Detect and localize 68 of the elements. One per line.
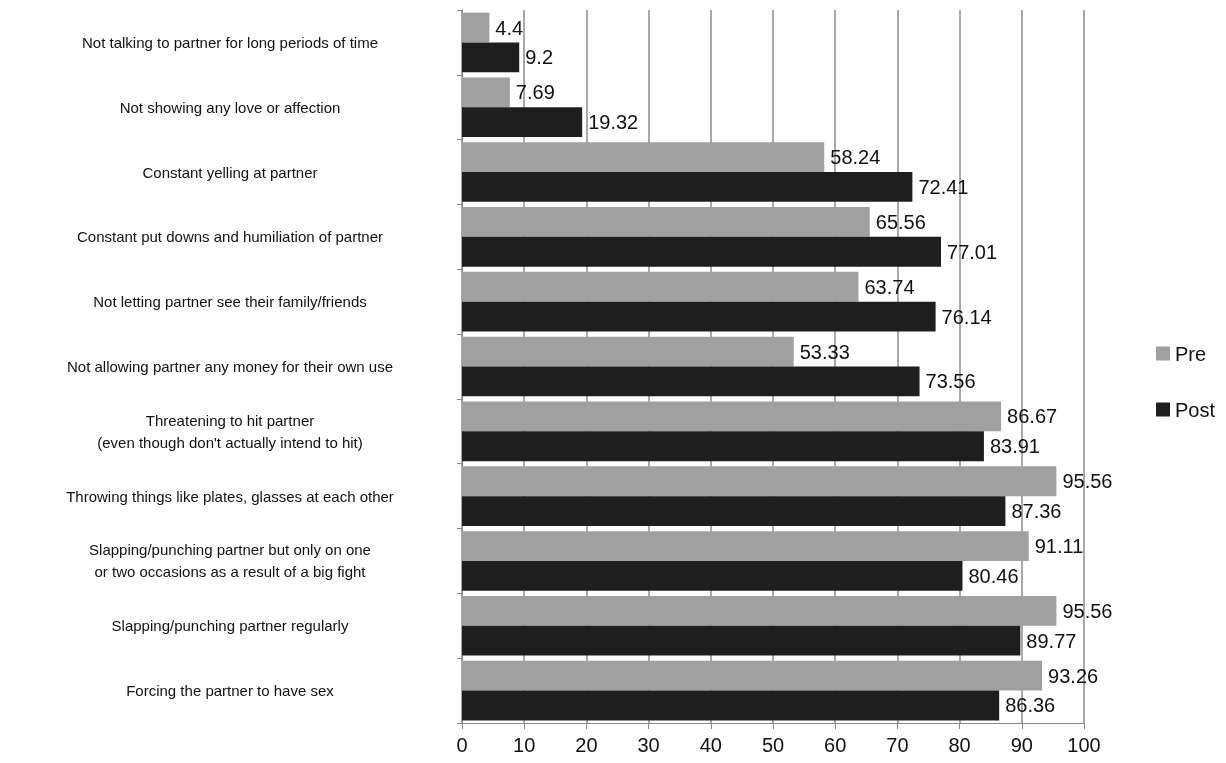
bar [462, 77, 510, 108]
data-label: 86.36 [1005, 694, 1056, 717]
y-tick-label: Not allowing partner any money for their own use [66, 358, 394, 375]
bar [462, 236, 941, 267]
data-label: 72.41 [918, 175, 969, 198]
data-label: 7.69 [515, 81, 555, 104]
y-tick-label: Forcing the partner to have sex [126, 682, 335, 700]
bar [462, 595, 1057, 626]
bar [462, 366, 920, 397]
data-label: 87.36 [1011, 500, 1062, 523]
bar [462, 172, 913, 202]
data-label: 95.56 [1062, 599, 1113, 622]
data-label: 77.01 [947, 240, 998, 263]
x-tick-label: 0 [456, 734, 468, 756]
y-tick-label: Constant put downs and humiliation of partner [76, 228, 384, 246]
data-label: 63.74 [864, 275, 915, 298]
bar [462, 336, 794, 367]
x-tick-label: 80 [948, 734, 971, 756]
bar [462, 12, 490, 43]
data-label: 53.33 [799, 340, 850, 363]
x-tick-label: 60 [824, 734, 847, 756]
y-tick-label: Threatening to hit partner (even though don't actually intend to hit) [97, 411, 363, 451]
y-tick-label: Slapping/punching partner but only on one or two occasions as a result of a big fight [89, 541, 371, 581]
data-label: 73.56 [925, 370, 976, 393]
x-tick-label: 20 [575, 734, 598, 756]
data-label: 86.67 [1007, 405, 1058, 428]
data-label: 19.32 [588, 111, 639, 134]
data-label: 58.24 [830, 146, 881, 169]
data-label: 91.11 [1034, 535, 1084, 558]
bar [462, 660, 1043, 691]
y-tick-label: Not letting partner see their family/friends [93, 293, 367, 311]
bar [462, 107, 583, 138]
legend-label: Pre [1174, 342, 1207, 365]
bar [462, 496, 1006, 526]
bar [462, 207, 870, 237]
bar [462, 142, 825, 173]
bar [462, 401, 1002, 432]
y-tick-label: Slapping/punching partner regularly [111, 617, 349, 635]
bar [462, 560, 963, 591]
bar [462, 301, 936, 332]
x-tick-label: 40 [699, 734, 722, 756]
bar [462, 625, 1021, 656]
data-label: 4.4 [495, 16, 524, 39]
x-tick-label: 10 [513, 734, 536, 756]
bar [462, 42, 520, 73]
x-tick-label: 70 [886, 734, 909, 756]
x-tick-label: 30 [637, 734, 660, 756]
y-tick-label: Constant yelling at partner [142, 163, 318, 181]
y-tick-label: Not showing any love or affection [119, 98, 341, 116]
y-tick-label: Not talking to partner for long periods of time [82, 33, 378, 51]
bar [462, 690, 1000, 721]
bar [462, 271, 859, 302]
legend-label: Post [1174, 398, 1216, 421]
data-label: 93.26 [1048, 664, 1099, 687]
data-label: 76.14 [941, 305, 992, 328]
data-label: 9.2 [525, 46, 554, 69]
data-label: 95.56 [1062, 470, 1113, 493]
data-label: 80.46 [968, 564, 1019, 587]
bar [462, 466, 1057, 497]
data-label: 89.77 [1026, 629, 1077, 652]
bar [462, 431, 984, 462]
data-label: 83.91 [989, 435, 1040, 458]
y-tick-label: Throwing things like plates, glasses at each other [66, 487, 394, 505]
x-tick-label: 100 [1067, 734, 1101, 756]
x-tick-label: 50 [761, 734, 785, 756]
x-tick-label: 90 [1010, 734, 1033, 756]
bar [462, 531, 1029, 561]
data-label: 65.56 [875, 210, 926, 233]
